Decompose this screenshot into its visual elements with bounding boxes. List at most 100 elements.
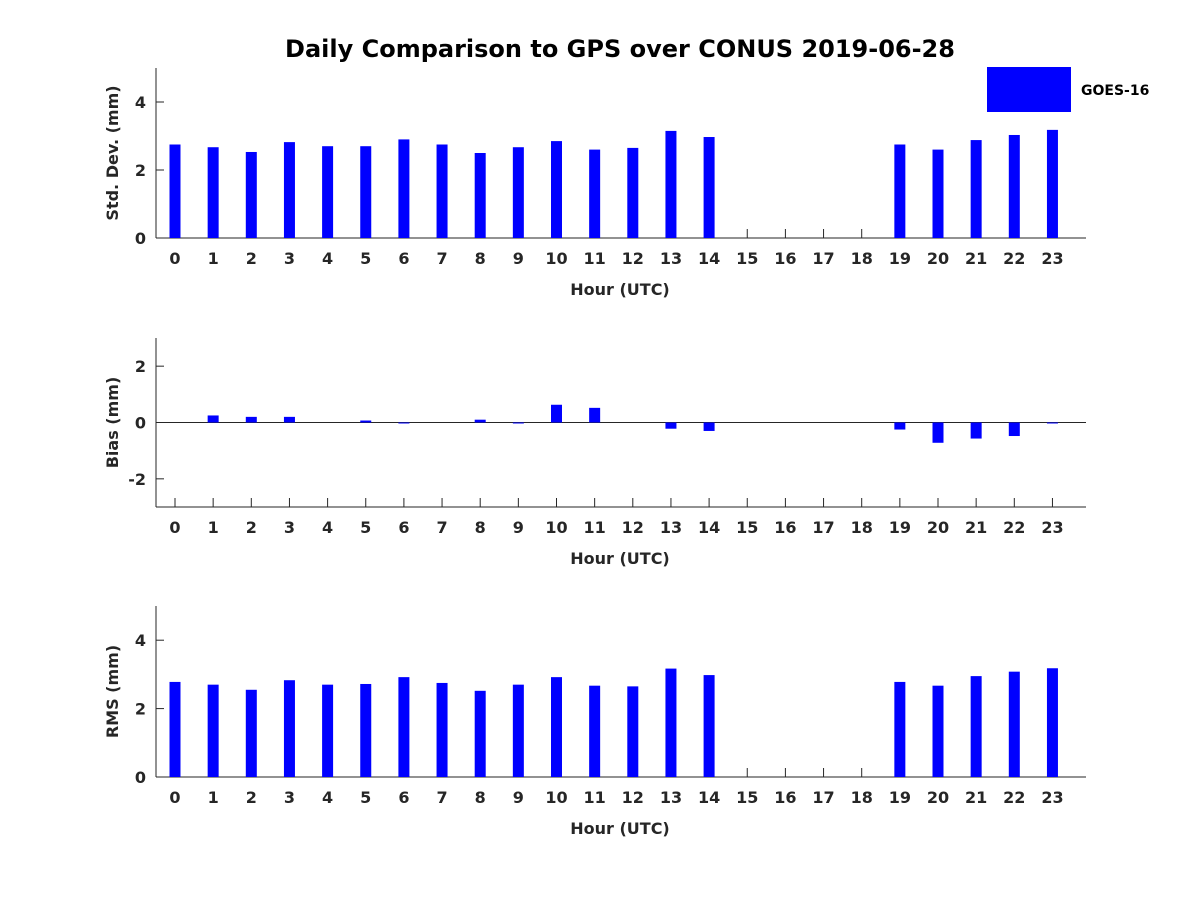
rms-bar bbox=[283, 680, 295, 777]
rms-x-tick-label: 20 bbox=[927, 788, 949, 807]
bias-bar bbox=[474, 419, 486, 423]
bias-bar bbox=[703, 422, 715, 431]
bias-bar bbox=[894, 422, 906, 430]
rms-x-tick-label: 16 bbox=[774, 788, 796, 807]
stddev-bar bbox=[360, 146, 372, 238]
stddev-bar bbox=[703, 137, 715, 238]
stddev-y-tick-label: 2 bbox=[135, 161, 146, 180]
stddev-bar bbox=[551, 141, 562, 238]
stddev-y-axis-label: Std. Dev. (mm) bbox=[103, 85, 122, 220]
stddev-x-tick-label: 7 bbox=[436, 249, 447, 268]
stddev-bar bbox=[207, 147, 219, 238]
bias-bar bbox=[1008, 422, 1020, 437]
rms-bar bbox=[665, 668, 677, 777]
bias-x-tick-label: 10 bbox=[545, 518, 567, 537]
legend: GOES-16 bbox=[987, 67, 1149, 112]
stddev-x-tick-label: 22 bbox=[1003, 249, 1025, 268]
stddev-x-tick-label: 1 bbox=[208, 249, 219, 268]
stddev-bar bbox=[627, 147, 639, 238]
stddev-x-tick-label: 9 bbox=[513, 249, 524, 268]
bias-x-tick-label: 7 bbox=[436, 518, 447, 537]
bias-y-axis-label: Bias (mm) bbox=[103, 377, 122, 469]
rms-bar bbox=[1008, 671, 1020, 777]
rms-bar bbox=[169, 681, 181, 777]
rms-bar bbox=[474, 690, 486, 777]
rms-x-tick-label: 22 bbox=[1003, 788, 1025, 807]
stddev-bar bbox=[322, 146, 334, 238]
stddev-x-tick-label: 14 bbox=[698, 249, 720, 268]
rms-bar bbox=[1046, 668, 1058, 777]
rms-bar bbox=[245, 689, 257, 777]
stddev-bar bbox=[398, 139, 410, 238]
stddev-bar bbox=[474, 153, 486, 238]
rms-x-tick-label: 21 bbox=[965, 788, 987, 807]
chart-title: Daily Comparison to GPS over CONUS 2019-… bbox=[285, 35, 955, 63]
bias-x-tick-label: 0 bbox=[169, 518, 180, 537]
rms-x-tick-label: 3 bbox=[284, 788, 295, 807]
bias-x-tick-label: 5 bbox=[360, 518, 371, 537]
bias-x-tick-label: 3 bbox=[284, 518, 295, 537]
rms-x-tick-label: 10 bbox=[545, 788, 567, 807]
rms-bar bbox=[627, 686, 639, 777]
stddev-bar bbox=[512, 147, 524, 238]
bias-bar bbox=[551, 404, 562, 423]
bias-bar bbox=[970, 422, 982, 439]
bias-y-tick-label: -2 bbox=[128, 470, 146, 489]
stddev-x-tick-label: 5 bbox=[360, 249, 371, 268]
legend-swatch bbox=[987, 67, 1071, 112]
rms-bar bbox=[207, 684, 219, 777]
stddev-x-tick-label: 0 bbox=[169, 249, 180, 268]
rms-bar bbox=[894, 681, 906, 777]
bias-x-tick-label: 18 bbox=[851, 518, 873, 537]
stddev-x-tick-label: 13 bbox=[660, 249, 682, 268]
bias-y-tick-label: 2 bbox=[135, 357, 146, 376]
rms-bar bbox=[322, 684, 334, 777]
stddev-y-tick-label: 4 bbox=[135, 93, 146, 112]
rms-bar bbox=[360, 683, 372, 777]
stddev-bar bbox=[589, 149, 601, 238]
bias-x-tick-label: 13 bbox=[660, 518, 682, 537]
stddev-x-tick-label: 15 bbox=[736, 249, 758, 268]
stddev-bar bbox=[932, 149, 944, 238]
bias-x-tick-label: 17 bbox=[812, 518, 834, 537]
bias-x-axis-label: Hour (UTC) bbox=[570, 549, 670, 568]
bias-x-tick-label: 2 bbox=[246, 518, 257, 537]
stddev-bar bbox=[245, 151, 257, 238]
stddev-x-tick-label: 3 bbox=[284, 249, 295, 268]
bias-x-tick-label: 22 bbox=[1003, 518, 1025, 537]
stddev-x-tick-label: 6 bbox=[398, 249, 409, 268]
stddev-bar bbox=[169, 144, 181, 238]
stddev-x-tick-label: 23 bbox=[1041, 249, 1063, 268]
rms-bar bbox=[589, 685, 601, 777]
bias-bar bbox=[932, 422, 944, 443]
bias-x-tick-label: 14 bbox=[698, 518, 720, 537]
stddev-bar bbox=[665, 130, 677, 238]
bias-x-tick-label: 12 bbox=[622, 518, 644, 537]
rms-x-tick-label: 7 bbox=[436, 788, 447, 807]
bias-x-tick-label: 15 bbox=[736, 518, 758, 537]
stddev-bar bbox=[1008, 134, 1020, 238]
rms-bar bbox=[551, 677, 562, 777]
bias-x-tick-label: 23 bbox=[1041, 518, 1063, 537]
rms-bar bbox=[703, 675, 715, 777]
rms-x-tick-label: 1 bbox=[208, 788, 219, 807]
stddev-x-tick-label: 8 bbox=[475, 249, 486, 268]
rms-x-tick-label: 2 bbox=[246, 788, 257, 807]
bias-bar bbox=[398, 422, 410, 424]
rms-x-tick-label: 0 bbox=[169, 788, 180, 807]
rms-x-tick-label: 23 bbox=[1041, 788, 1063, 807]
bias-bar bbox=[1046, 422, 1058, 424]
bias-x-tick-label: 20 bbox=[927, 518, 949, 537]
rms-y-axis-label: RMS (mm) bbox=[103, 645, 122, 738]
rms-bar bbox=[436, 682, 448, 777]
stddev-x-tick-label: 4 bbox=[322, 249, 333, 268]
rms-x-axis-label: Hour (UTC) bbox=[570, 819, 670, 838]
rms-bar bbox=[512, 684, 524, 777]
rms-x-tick-label: 19 bbox=[889, 788, 911, 807]
rms-x-tick-label: 5 bbox=[360, 788, 371, 807]
bias-bar bbox=[245, 416, 257, 423]
bias-bar bbox=[207, 415, 219, 423]
